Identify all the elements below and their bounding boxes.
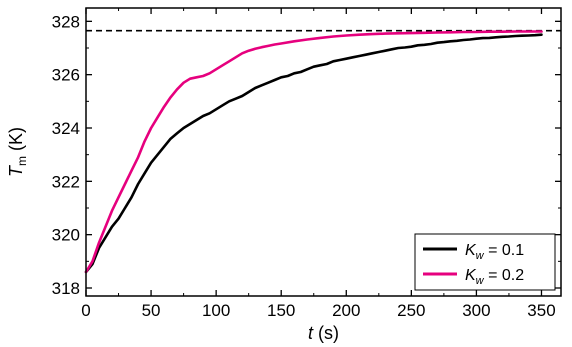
legend: Kw = 0.1 Kw = 0.2 [414, 233, 556, 291]
series-line-1 [84, 33, 543, 274]
y-tick-label: 318 [52, 279, 80, 298]
legend-box [414, 233, 556, 291]
x-axis-label: t (s) [308, 323, 339, 343]
legend-label-series-2: Kw = 0.2 [465, 267, 524, 287]
x-tick-label: 350 [527, 301, 555, 320]
y-tick-label: 324 [52, 119, 80, 138]
y-tick-label: 326 [52, 66, 80, 85]
x-tick-label: 200 [332, 301, 360, 320]
series-line-2 [84, 30, 543, 274]
legend-label-series-1: Kw = 0.1 [465, 242, 524, 262]
x-tick-label: 0 [81, 301, 90, 320]
x-tick-label: 50 [142, 301, 161, 320]
y-tick-label: 328 [52, 12, 80, 31]
plot-frame [85, 7, 562, 297]
y-tick-label: 320 [52, 226, 80, 245]
x-tick-label: 150 [267, 301, 295, 320]
x-tick-label: 300 [462, 301, 490, 320]
x-tick-label: 250 [397, 301, 425, 320]
y-tick-label: 322 [52, 172, 80, 191]
x-tick-label: 100 [202, 301, 230, 320]
y-axis-label: Tm (K) [6, 127, 29, 177]
